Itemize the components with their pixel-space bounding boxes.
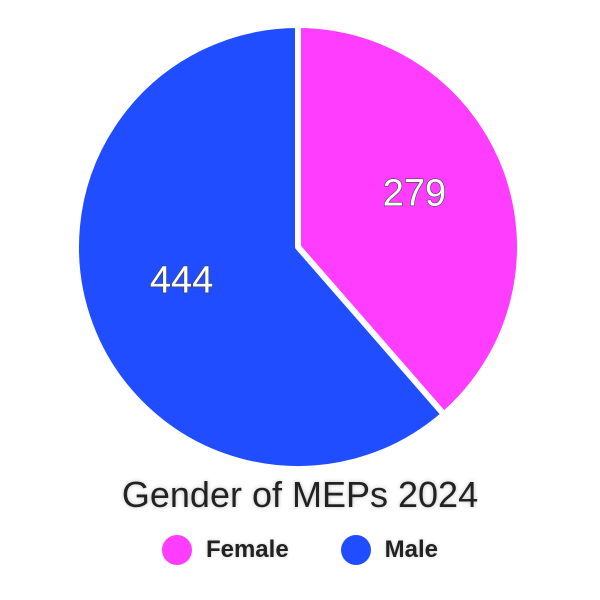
pie-slice-female[interactable] <box>295 22 523 418</box>
pie-value-label-male: 444 <box>150 260 213 302</box>
pie-value-labels: 279 444 <box>149 172 446 302</box>
legend-swatch-male <box>340 535 371 565</box>
legend-swatch-female <box>161 535 192 565</box>
chart-title: Gender of MEPs 2024 <box>121 474 479 515</box>
legend-label-male: Male <box>384 536 439 563</box>
legend: Female Male <box>0 535 600 565</box>
legend-item-female[interactable]: Female <box>161 535 289 565</box>
pie-slices <box>73 22 523 472</box>
pie-slice-male[interactable] <box>73 22 447 472</box>
legend-item-male[interactable]: Male <box>340 535 439 565</box>
legend-label-female: Female <box>205 536 289 563</box>
pie-value-label-female: 279 <box>383 172 446 214</box>
